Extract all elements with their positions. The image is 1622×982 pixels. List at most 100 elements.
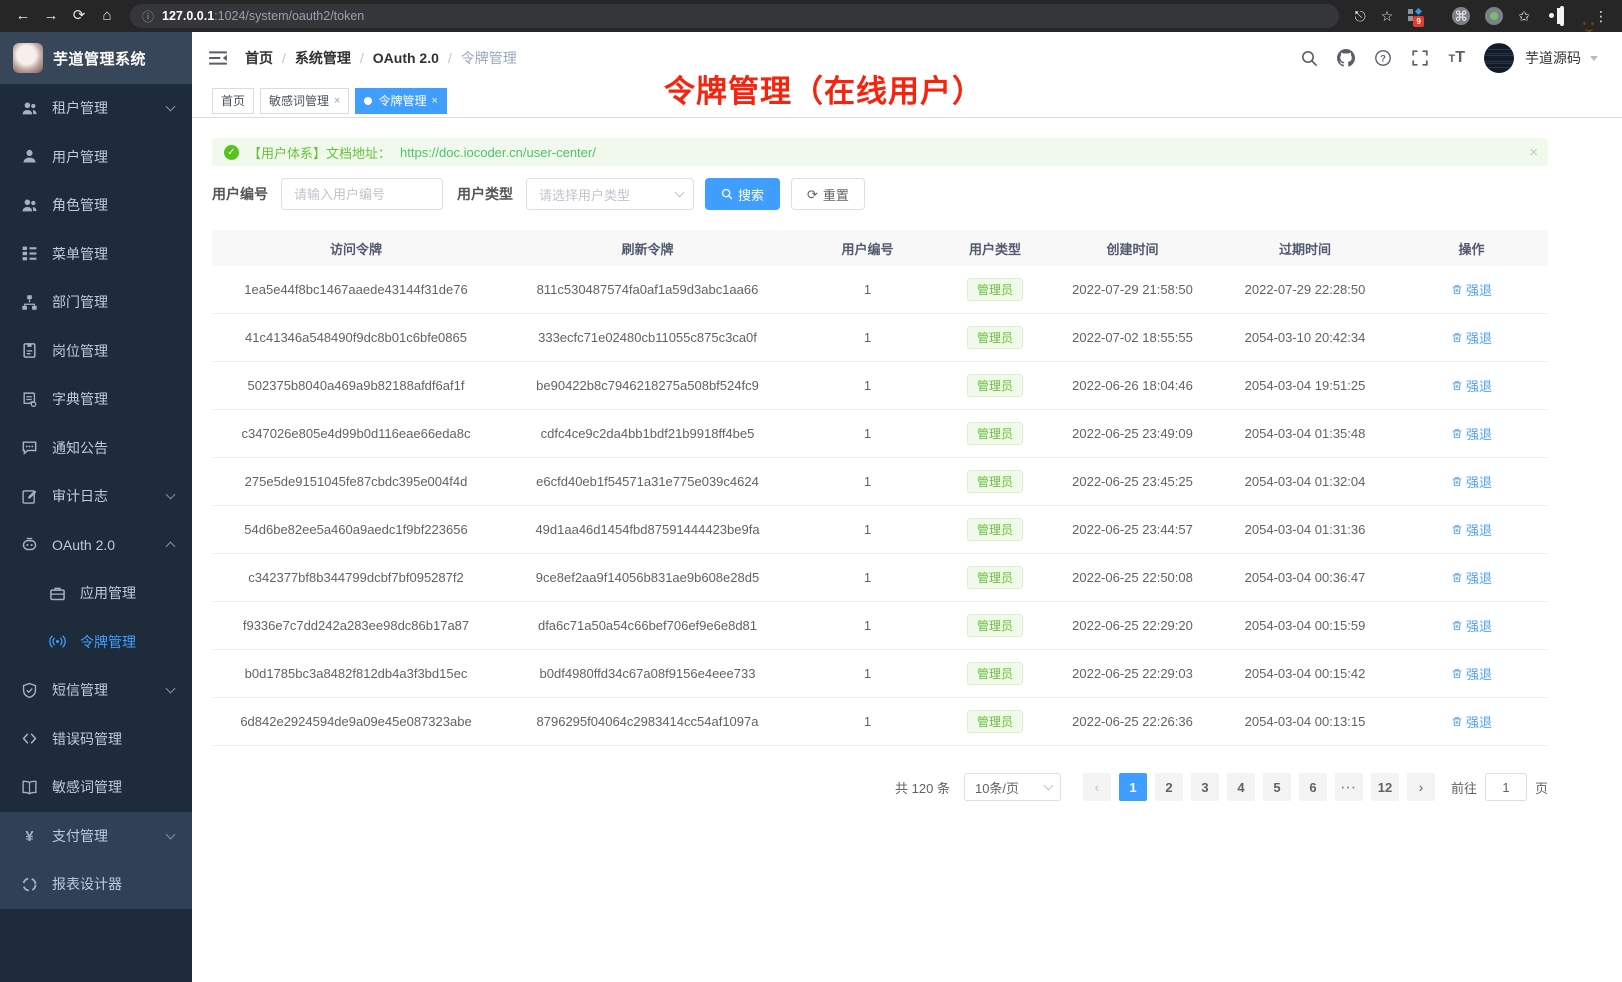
sidebar-item-report[interactable]: 报表设计器	[0, 860, 192, 909]
sidebar-collapse-icon[interactable]	[208, 49, 228, 67]
user-type-cell: 管理员	[940, 518, 1050, 541]
doc-link[interactable]: https://doc.iocoder.cn/user-center/	[400, 144, 596, 160]
alert-close-icon[interactable]: ×	[1529, 143, 1538, 161]
font-size-icon[interactable]: TT	[1448, 49, 1465, 66]
sidebar-item-token[interactable]: 令牌管理	[0, 618, 192, 667]
tab-home[interactable]: 首页	[212, 87, 255, 114]
sidebar-item-sensitive[interactable]: 敏感词管理	[0, 763, 192, 812]
github-icon[interactable]	[1337, 49, 1356, 67]
force-logout-button[interactable]: 强退	[1451, 616, 1492, 635]
page-button[interactable]: 3	[1190, 773, 1219, 801]
browser-reload-icon[interactable]: ⟳	[72, 7, 86, 24]
sidebar-item-label: 通知公告	[52, 439, 108, 456]
tab-token[interactable]: 令牌管理 ×	[355, 87, 447, 114]
sidebar-item-label: 部门管理	[52, 294, 108, 311]
force-logout-button[interactable]: 强退	[1451, 472, 1492, 491]
access-token-cell: 54d6be82ee5a460a9aedc1f9bf223656	[244, 522, 468, 537]
browser-home-icon[interactable]: ⌂	[102, 7, 112, 24]
user-name[interactable]: 芋道源码	[1525, 50, 1581, 66]
close-tab-icon[interactable]: ×	[334, 94, 341, 107]
bookmark-star-icon[interactable]: ☆	[1380, 7, 1394, 24]
breadcrumb-oauth[interactable]: OAuth 2.0	[372, 50, 439, 66]
sidebar-item-tenant[interactable]: 租户管理	[0, 84, 192, 133]
next-page-button[interactable]: ›	[1406, 773, 1435, 801]
search-icon[interactable]	[1300, 49, 1318, 67]
create-time-cell: 2022-06-25 23:49:09	[1072, 426, 1193, 441]
extension-grid-icon[interactable]: 9	[1408, 7, 1425, 27]
browser-forward-icon[interactable]: →	[43, 7, 59, 24]
token-table: 访问令牌 刷新令牌 用户编号 用户类型 创建时间 过期时间 操作 1ea5e44…	[212, 230, 1548, 746]
page-button[interactable]: 2	[1154, 773, 1183, 801]
sidebar-item-menu-tree[interactable]: 菜单管理	[0, 230, 192, 279]
sidebar-item-role[interactable]: 角色管理	[0, 181, 192, 230]
recorder-extension-icon[interactable]	[1485, 7, 1504, 25]
share-icon[interactable]: ⎋	[1354, 7, 1366, 24]
sidebar-item-oauth[interactable]: OAuth 2.0	[0, 521, 192, 570]
prev-page-button[interactable]: ‹	[1082, 773, 1111, 801]
pay-icon: ¥	[21, 827, 38, 844]
browser-back-icon[interactable]: ←	[15, 7, 31, 24]
user-type-cell: 管理员	[940, 566, 1050, 589]
access-token-cell: c342377bf8b344799dcbf7bf095287f2	[248, 570, 464, 585]
sidebar-item-audit[interactable]: 审计日志	[0, 472, 192, 521]
force-logout-button[interactable]: 强退	[1451, 568, 1492, 587]
page-button[interactable]: 4	[1226, 773, 1255, 801]
action-cell: 强退	[1395, 472, 1548, 491]
sidebar-item-pay[interactable]: ¥ 支付管理	[0, 811, 192, 860]
sidebar-item-errcode[interactable]: 错误码管理	[0, 715, 192, 764]
doc-alert: ✓ 【用户体系】文档地址： https://doc.iocoder.cn/use…	[212, 138, 1548, 166]
more-pages-button[interactable]: ···	[1334, 773, 1363, 801]
sidebar-item-sms[interactable]: 短信管理	[0, 666, 192, 715]
sidebar-item-label: 用户管理	[52, 148, 108, 165]
page-button[interactable]: 6	[1298, 773, 1327, 801]
sidebar-item-post[interactable]: 岗位管理	[0, 327, 192, 376]
browser-menu-kebab-icon[interactable]: ⋮	[1594, 7, 1608, 24]
force-logout-button[interactable]: 强退	[1451, 328, 1492, 347]
site-info-icon[interactable]: ⓘ	[142, 9, 155, 24]
close-tab-icon[interactable]: ×	[431, 94, 438, 107]
breadcrumb-system[interactable]: 系统管理	[294, 50, 351, 66]
side-panel-icon[interactable]	[1560, 6, 1564, 26]
navbar-actions: ? TT 芋道源码	[1300, 43, 1598, 73]
user-type-cell: 管理员	[940, 470, 1050, 493]
goto-page-input[interactable]	[1484, 773, 1527, 801]
user-id-cell: 1	[863, 570, 872, 585]
action-cell: 强退	[1395, 328, 1548, 347]
force-logout-button[interactable]: 强退	[1451, 520, 1492, 539]
sidebar-item-dept[interactable]: 部门管理	[0, 278, 192, 327]
sidebar-item-label: 菜单管理	[52, 245, 108, 262]
sidebar-item-dict[interactable]: 字典管理	[0, 375, 192, 424]
sidebar-item-app[interactable]: 应用管理	[0, 569, 192, 618]
user-type-badge: 管理员	[966, 566, 1023, 589]
search-button[interactable]: 搜索	[705, 178, 781, 210]
user-type-select[interactable]: 请选择用户类型	[526, 178, 694, 210]
tab-sensitive-word[interactable]: 敏感词管理 ×	[260, 87, 350, 114]
page-button[interactable]: 5	[1262, 773, 1291, 801]
breadcrumb-home[interactable]: 首页	[245, 50, 273, 66]
page-button[interactable]: 12	[1370, 773, 1399, 801]
user-avatar[interactable]	[1484, 43, 1514, 73]
command-extension-icon[interactable]: ⌘	[1452, 7, 1471, 25]
reset-button[interactable]: ⟳ 重置	[791, 178, 865, 210]
refresh-icon: ⟳	[807, 186, 818, 202]
user-id-label: 用户编号	[212, 186, 268, 202]
force-logout-button[interactable]: 强退	[1451, 664, 1492, 683]
force-logout-button[interactable]: 强退	[1451, 424, 1492, 443]
page-button[interactable]: 1	[1118, 773, 1147, 801]
help-icon[interactable]: ?	[1374, 49, 1392, 67]
force-logout-button[interactable]: 强退	[1451, 712, 1492, 731]
sidebar-item-user[interactable]: 用户管理	[0, 133, 192, 182]
app-logo[interactable]: 芋道管理系统	[0, 32, 192, 84]
star-extension-icon[interactable]: ✩	[1518, 7, 1530, 24]
user-menu-caret-icon[interactable]	[1590, 55, 1598, 61]
page-size-select[interactable]: 10条/页	[963, 773, 1061, 801]
force-logout-button[interactable]: 强退	[1451, 280, 1492, 299]
user-id-input[interactable]	[281, 178, 443, 210]
force-logout-button[interactable]: 强退	[1451, 376, 1492, 395]
address-bar[interactable]: ⓘ 127.0.0.1:1024/system/oauth2/token	[130, 4, 1339, 28]
action-cell: 强退	[1395, 616, 1548, 635]
sidebar-item-notice[interactable]: 通知公告	[0, 424, 192, 473]
user-type-cell: 管理员	[940, 614, 1050, 637]
fullscreen-icon[interactable]	[1411, 49, 1429, 67]
create-time-cell: 2022-06-25 23:44:57	[1072, 522, 1193, 537]
